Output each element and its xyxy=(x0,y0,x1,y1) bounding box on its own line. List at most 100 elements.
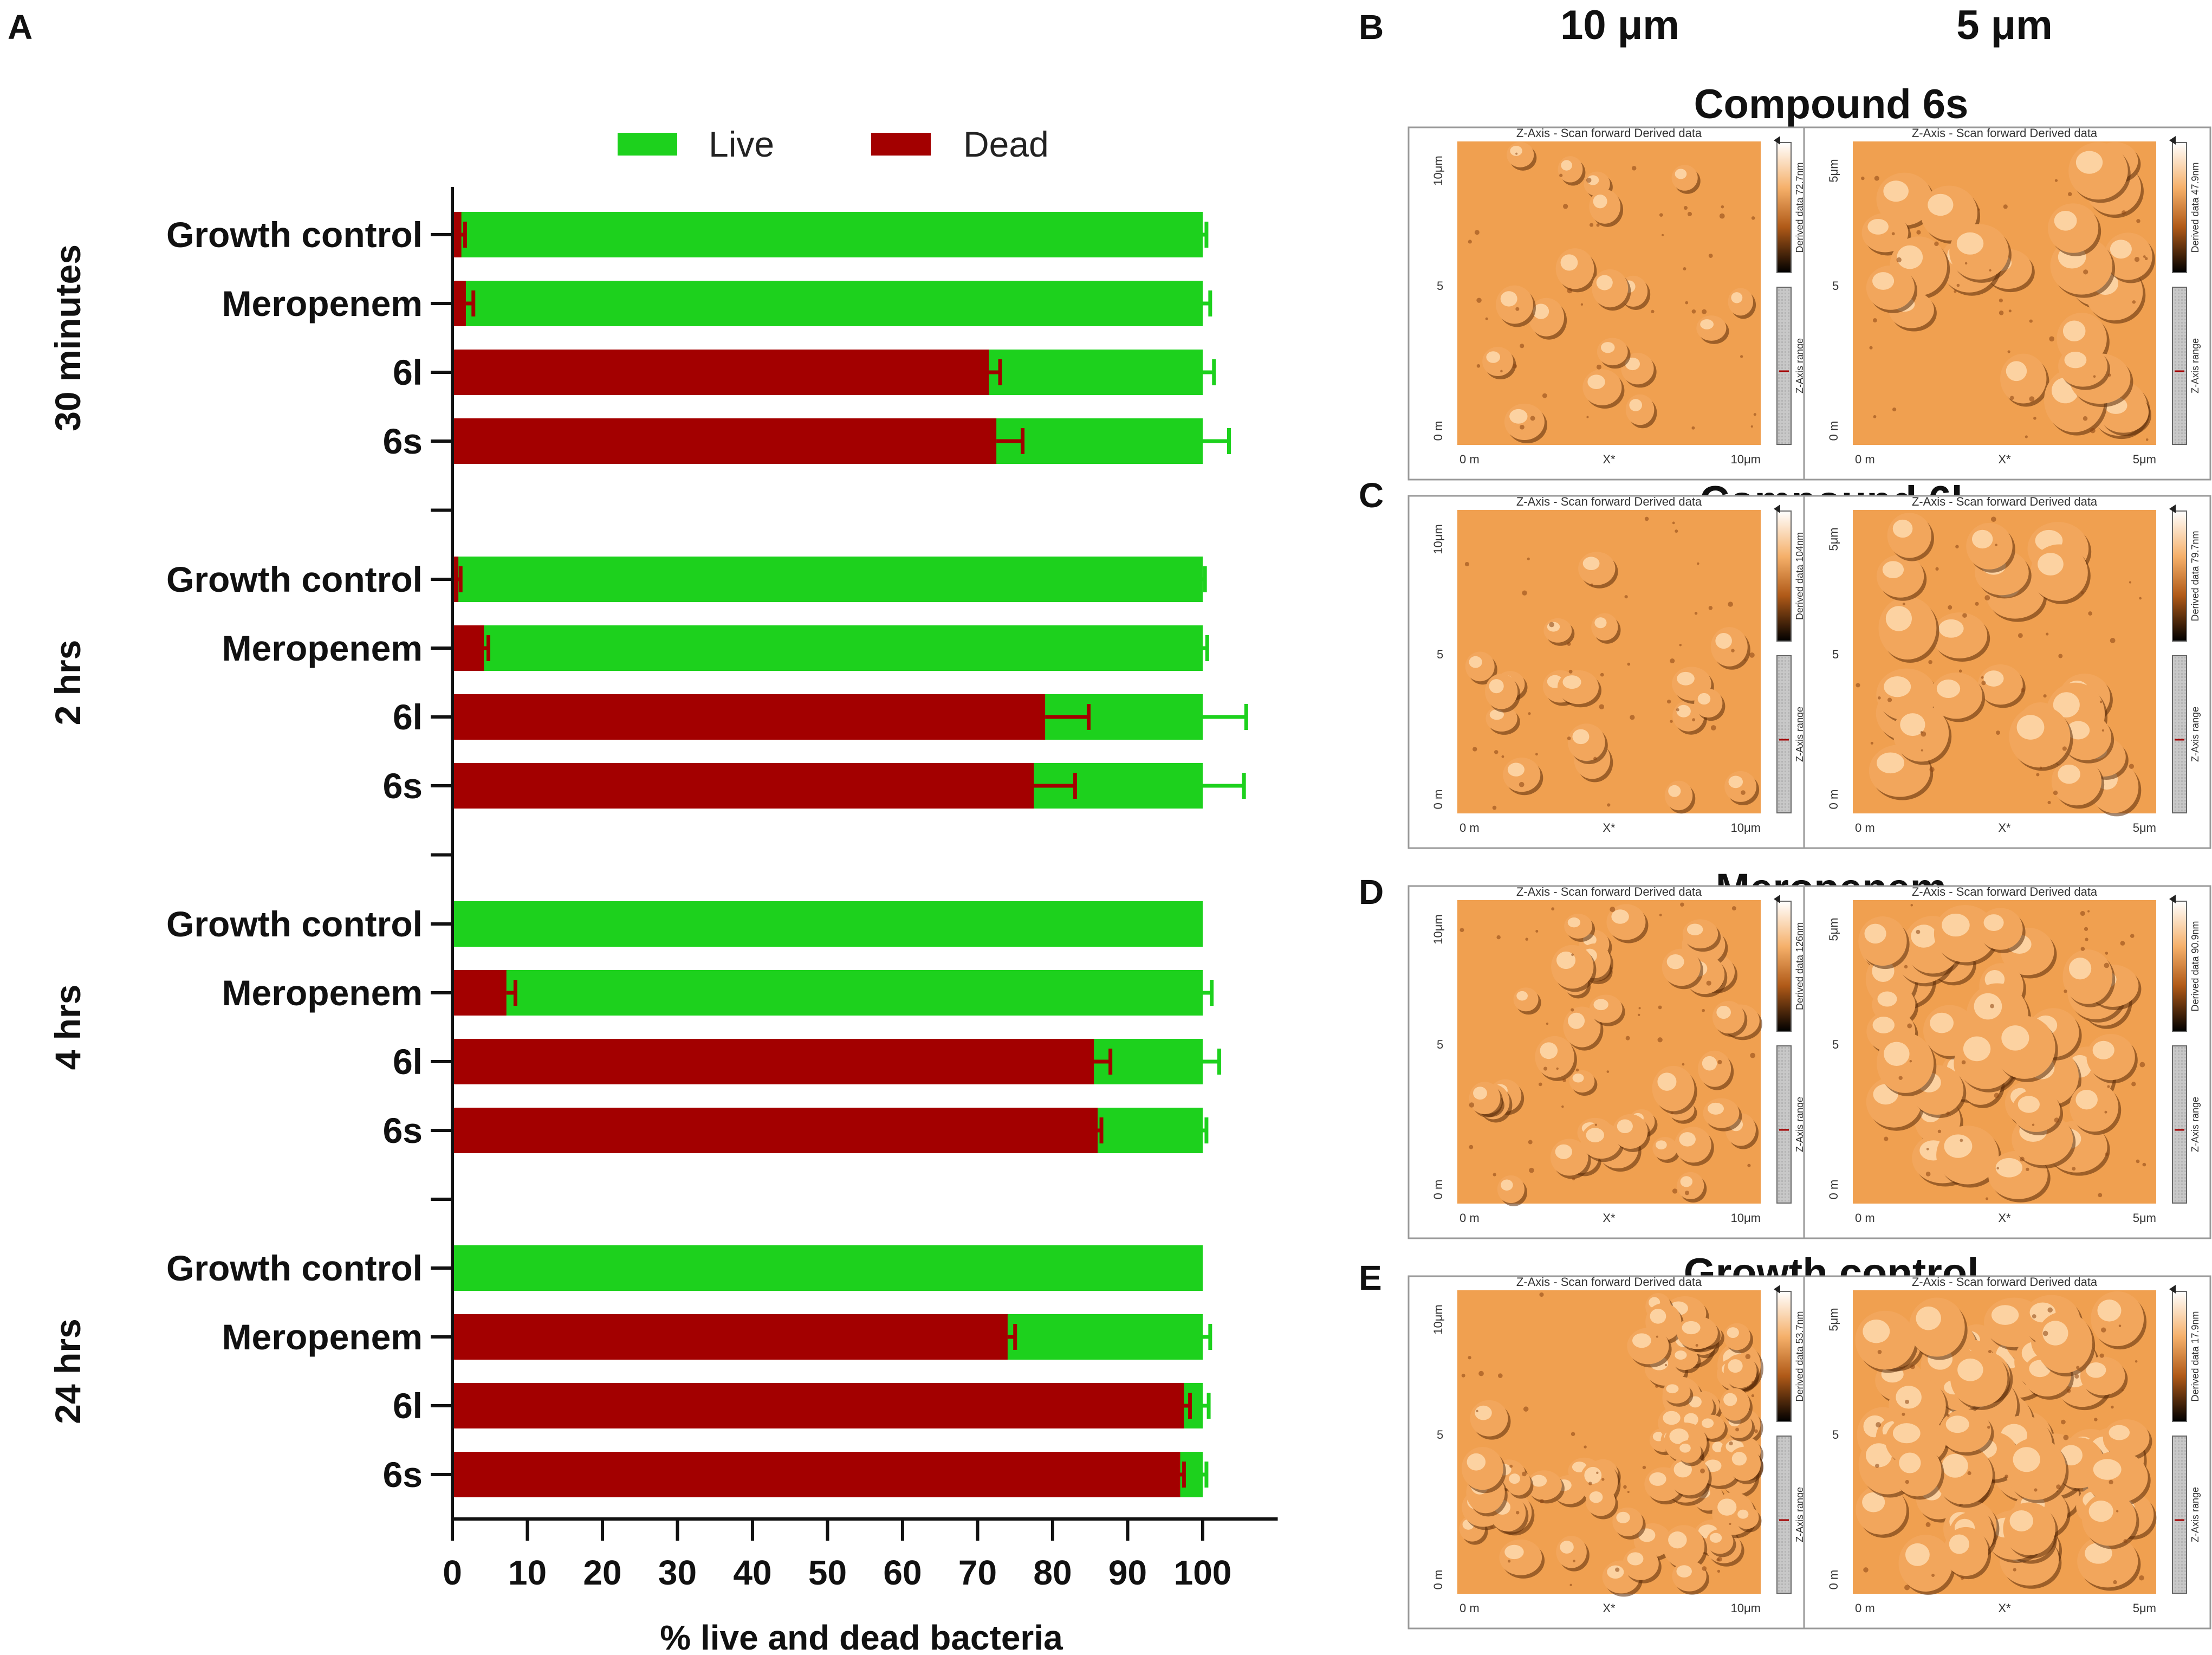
category-label-g3-b3: 6s xyxy=(383,1454,423,1495)
afm-y-mid: 5 xyxy=(1437,1038,1443,1051)
bar-dead-g0-b2 xyxy=(452,350,989,395)
category-label-g2-b0: Growth control xyxy=(166,904,423,944)
errorbar-dead-g3-b3 xyxy=(1180,1462,1186,1488)
panel-label-e: E xyxy=(1359,1258,1382,1297)
afm-color-scale xyxy=(1776,1291,1792,1422)
errorbar-live-g3-b2 xyxy=(1203,1393,1211,1419)
x-tick-label-70: 70 xyxy=(958,1553,997,1592)
legend: Live Dead xyxy=(618,124,1049,164)
afm-panel-0: Compound 6sZ-Axis - Scan forward Derived… xyxy=(1407,81,2211,481)
afm-range-box xyxy=(2172,1436,2187,1594)
afm-x-end: 10μm xyxy=(1731,452,1761,466)
afm-scale-marker-icon xyxy=(2169,1285,2176,1294)
afm-scale-label: Derived data 47.9nm xyxy=(2190,162,2201,253)
afm-x-end: 5μm xyxy=(2133,821,2156,835)
bar-dead-g1-b0 xyxy=(452,557,459,602)
errorbar-dead-g0-b1 xyxy=(465,290,476,316)
afm-y-bottom: 0 m xyxy=(1431,790,1445,810)
bar-dead-g1-b2 xyxy=(452,694,1046,740)
errorbar-live-g1-b1 xyxy=(1203,635,1209,661)
x-tick-label-100: 100 xyxy=(1174,1553,1232,1592)
errorbar-dead-g0-b0 xyxy=(461,222,468,248)
afm-texture xyxy=(1468,142,1756,444)
category-label-g1-b1: Meropenem xyxy=(222,628,423,668)
afm-x-mid: X* xyxy=(1998,452,2011,466)
x-tick-label-10: 10 xyxy=(508,1553,547,1592)
afm-range-label: Z-Axis range xyxy=(1794,1487,1805,1542)
afm-header: Z-Axis - Scan forward Derived data xyxy=(1516,1275,1702,1289)
afm-y-mid: 5 xyxy=(1832,279,1839,293)
category-label-g2-b3: 6s xyxy=(383,1110,423,1150)
group-label-3: 24 hrs xyxy=(48,1318,88,1424)
bar-live-g3-b0 xyxy=(452,1245,1203,1291)
legend-swatch-dead xyxy=(871,133,931,156)
errorbar-dead-g1-b1 xyxy=(484,635,490,661)
errorbar-live-g1-b3 xyxy=(1203,773,1246,799)
afm-image-2-1: Z-Axis - Scan forward Derived data 0 m X* 5… xyxy=(1803,885,2211,1239)
afm-y-top: 10μm xyxy=(1431,156,1445,185)
afm-header: Z-Axis - Scan forward Derived data xyxy=(1912,1275,2098,1289)
afm-y-bottom: 0 m xyxy=(1827,421,1840,441)
errorbar-dead-g3-b2 xyxy=(1184,1393,1192,1419)
bar-dead-g1-b1 xyxy=(452,625,484,671)
afm-x-mid: X* xyxy=(1603,452,1616,466)
afm-header: Z-Axis - Scan forward Derived data xyxy=(1912,495,2098,508)
errorbar-dead-g0-b3 xyxy=(996,428,1025,454)
afm-y-top: 5μm xyxy=(1827,527,1840,551)
afm-x-mid: X* xyxy=(1998,1601,2011,1615)
category-label-g1-b2: 6l xyxy=(393,697,423,737)
afm-panel-title-0: Compound 6s xyxy=(1694,81,1969,127)
afm-texture xyxy=(1459,1292,1764,1597)
afm-image-3-0: Z-Axis - Scan forward Derived data 0 m X* 1… xyxy=(1407,1275,1816,1630)
afm-range-label: Z-Axis range xyxy=(2190,1097,2201,1152)
errorbar-dead-g2-b2 xyxy=(1094,1049,1113,1075)
category-label-g0-b3: 6s xyxy=(383,421,423,461)
afm-x-mid: X* xyxy=(1998,1211,2011,1225)
chart-bars xyxy=(452,212,1248,1497)
afm-texture xyxy=(1861,142,2155,441)
category-label-g3-b2: 6l xyxy=(393,1386,423,1426)
afm-x-start: 0 m xyxy=(1459,452,1480,466)
errorbar-dead-g1-b0 xyxy=(458,566,463,592)
errorbar-live-g1-b0 xyxy=(1203,566,1207,592)
afm-color-scale xyxy=(1776,901,1792,1032)
afm-color-scale xyxy=(1776,142,1792,273)
column-header-5um: 5 μm xyxy=(1956,2,2052,48)
afm-image-3-1: Z-Axis - Scan forward Derived data 0 m X* 5… xyxy=(1803,1275,2211,1630)
afm-range-box xyxy=(2172,1045,2187,1204)
afm-x-start: 0 m xyxy=(1855,452,1875,466)
afm-panels: Compound 6s Z-Axis - Scan forward Derived… xyxy=(1407,81,2211,1630)
group-label-0: 30 minutes xyxy=(48,244,88,431)
bar-live-g2-b0 xyxy=(452,901,1203,947)
afm-range-box xyxy=(1776,287,1792,445)
afm-x-start: 0 m xyxy=(1459,1211,1480,1225)
afm-scale-marker-icon xyxy=(1774,136,1780,145)
panel-label-c-text: C xyxy=(1359,476,1384,515)
errorbar-live-g0-b0 xyxy=(1203,222,1209,248)
group-label-2: 4 hrs xyxy=(48,985,88,1070)
afm-scale-marker-icon xyxy=(1774,505,1780,513)
errorbar-live-g2-b3 xyxy=(1203,1117,1209,1143)
x-tick-label-30: 30 xyxy=(658,1553,697,1592)
afm-range-label: Z-Axis range xyxy=(2190,707,2201,762)
panel-label-d: D xyxy=(1359,872,1384,911)
afm-range-box xyxy=(2172,287,2187,445)
category-label-g3-b0: Growth control xyxy=(166,1248,423,1288)
bar-dead-g0-b0 xyxy=(452,212,462,257)
panel-label-e-text: E xyxy=(1359,1258,1382,1297)
errorbar-dead-g2-b3 xyxy=(1098,1117,1104,1143)
bar-live-g2-b1 xyxy=(452,970,1203,1016)
afm-color-scale xyxy=(2172,510,2187,642)
afm-range-box xyxy=(2172,655,2187,813)
x-tick-label-90: 90 xyxy=(1108,1553,1147,1592)
afm-scale-label: Derived data 90.9nm xyxy=(2190,921,2201,1011)
column-header-10um: 10 μm xyxy=(1560,2,1679,48)
afm-x-mid: X* xyxy=(1998,821,2011,835)
afm-y-top: 10μm xyxy=(1431,1304,1445,1334)
afm-scale-marker-icon xyxy=(2169,136,2176,145)
afm-y-top: 10μm xyxy=(1431,524,1445,554)
x-axis-label: % live and dead bacteria xyxy=(660,1618,1063,1655)
afm-y-mid: 5 xyxy=(1832,1428,1839,1441)
bar-live-g1-b1 xyxy=(452,625,1203,671)
afm-y-bottom: 0 m xyxy=(1827,1570,1840,1590)
